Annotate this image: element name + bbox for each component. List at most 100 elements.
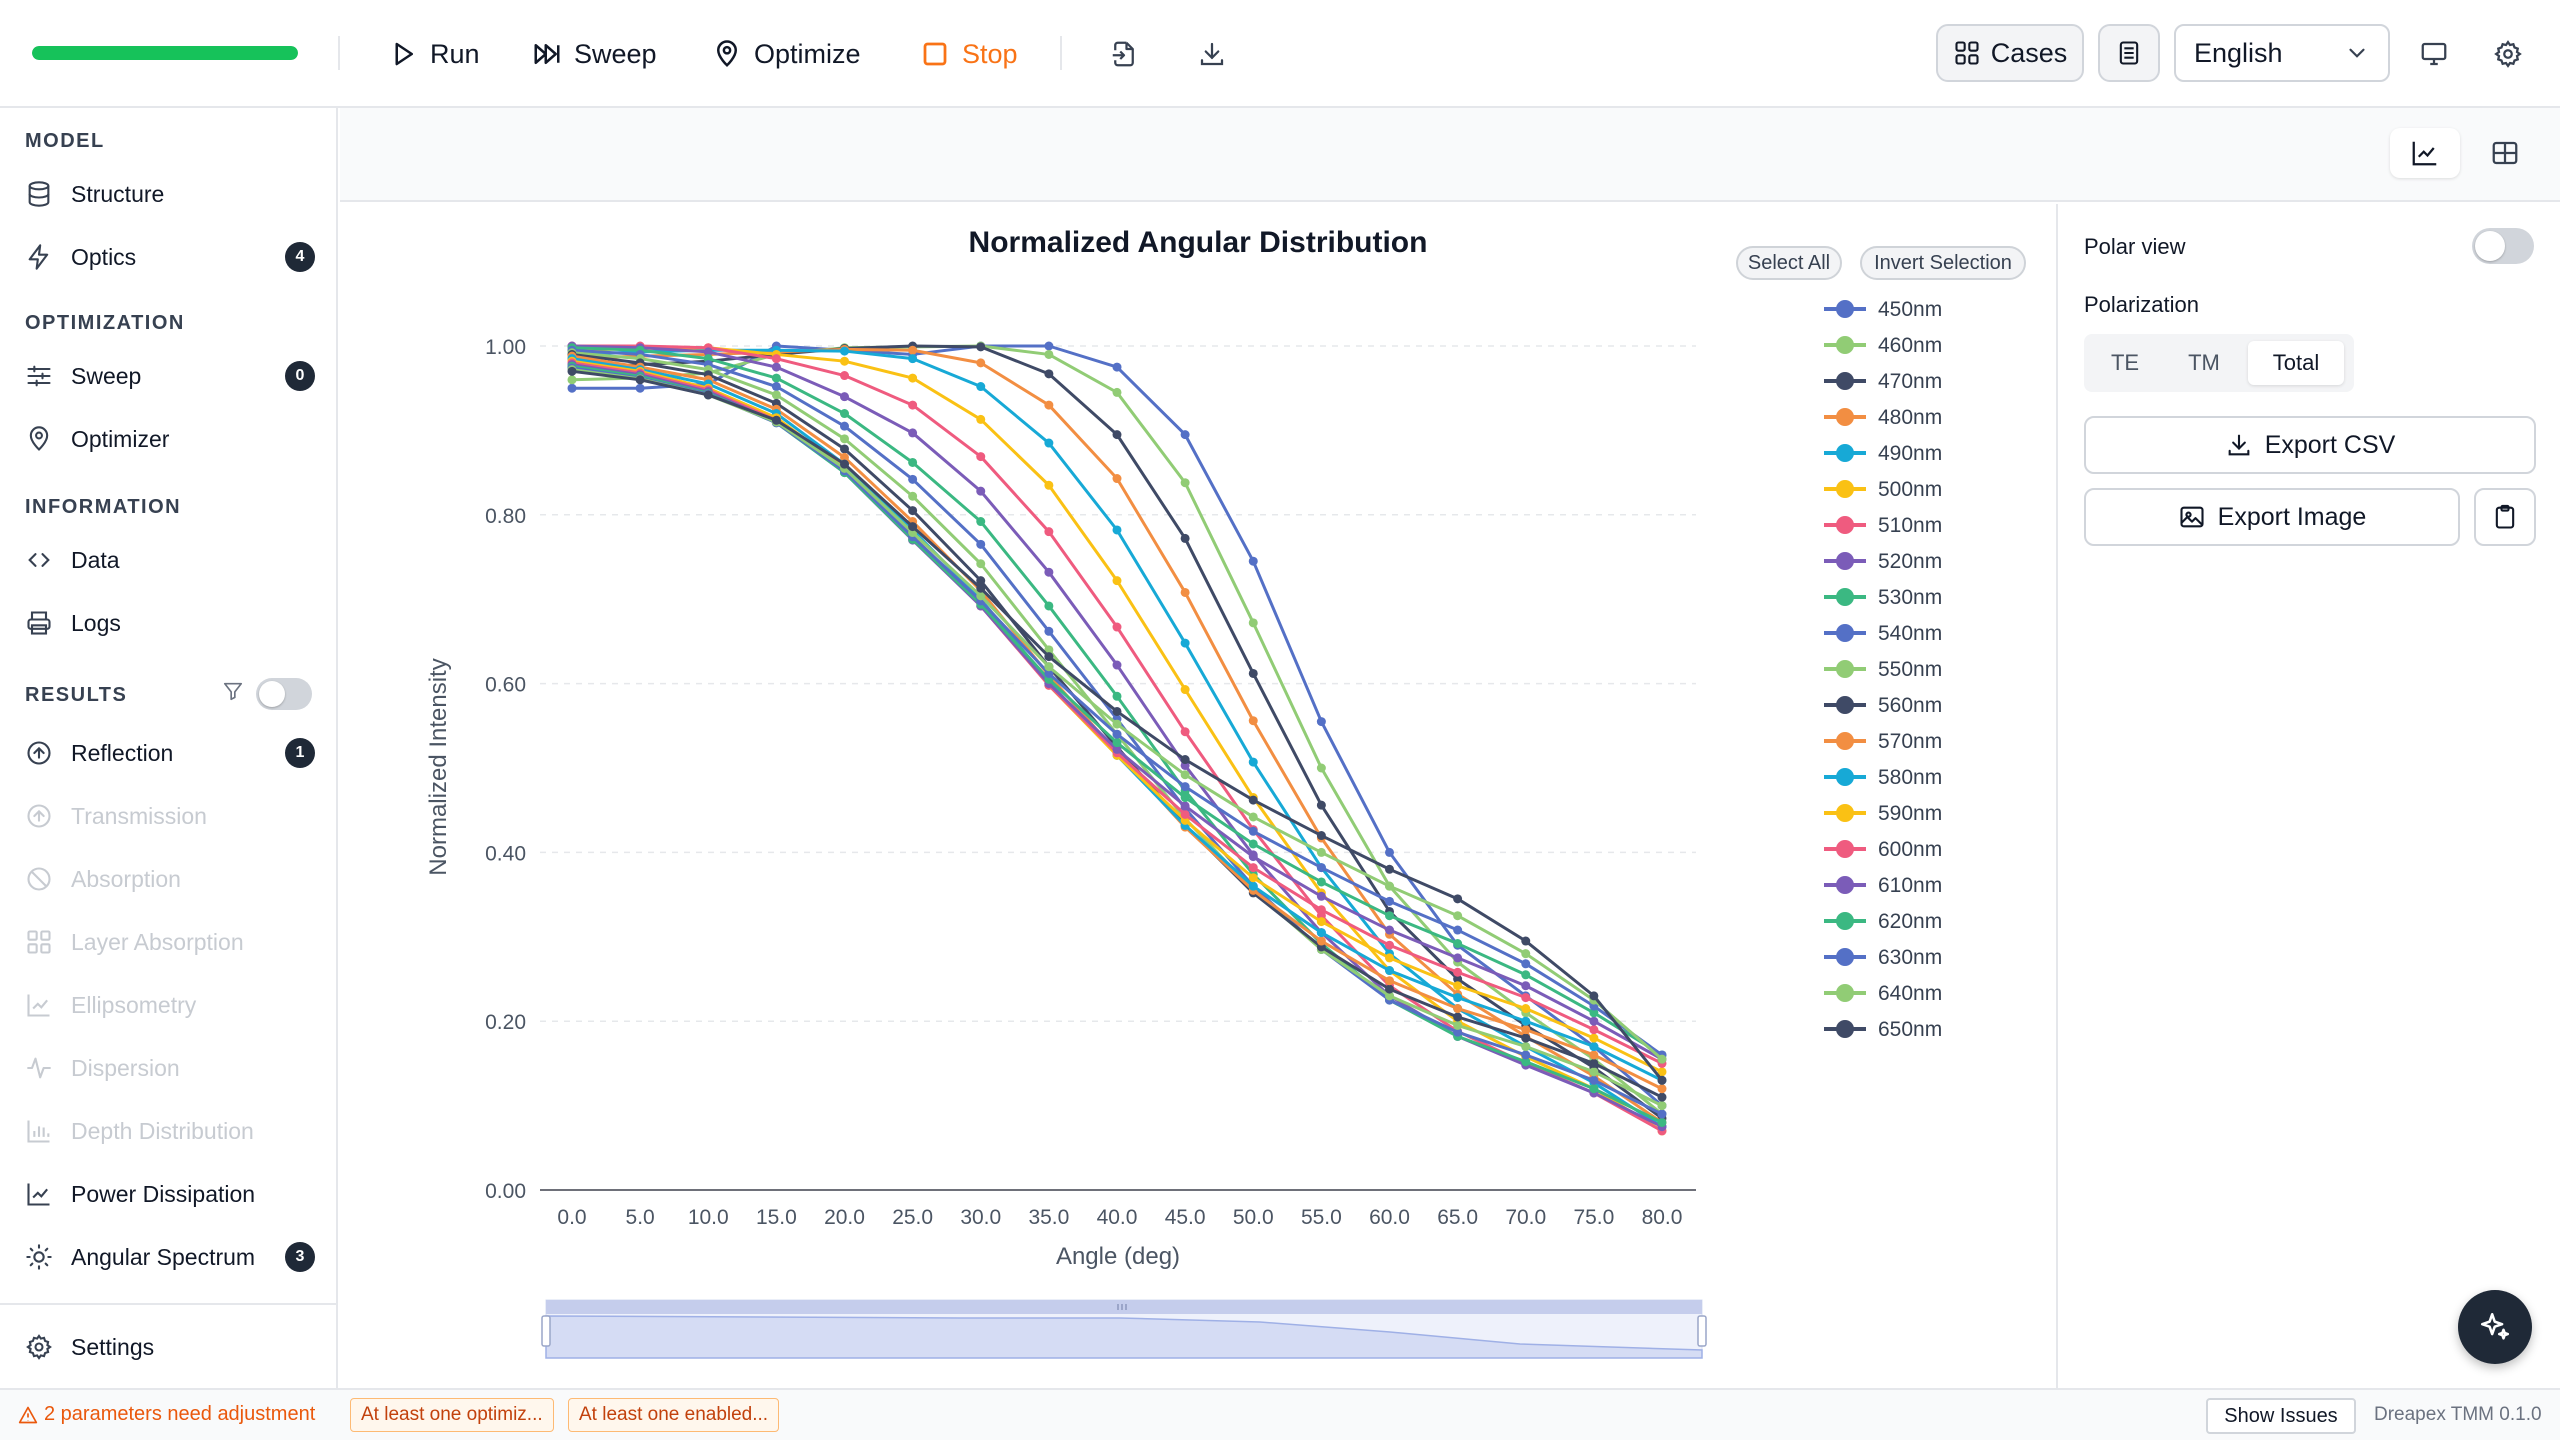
legend-item-530nm[interactable]: 530nm: [1824, 586, 1942, 609]
data-point[interactable]: [1044, 662, 1054, 672]
data-point[interactable]: [1248, 668, 1258, 678]
data-point[interactable]: [1044, 480, 1054, 490]
data-point[interactable]: [1316, 831, 1326, 841]
data-point[interactable]: [1453, 894, 1463, 904]
data-point[interactable]: [1316, 917, 1326, 927]
data-point[interactable]: [1521, 959, 1531, 969]
angular-distribution-chart[interactable]: Normalized Angular Distribution 0.00 0.20…: [340, 204, 2054, 1388]
data-point[interactable]: [1589, 991, 1599, 1001]
data-point[interactable]: [1112, 738, 1122, 748]
data-point[interactable]: [976, 517, 986, 527]
sidebar-item-absorption[interactable]: Absorption: [25, 857, 315, 901]
data-point[interactable]: [908, 457, 918, 467]
data-point[interactable]: [771, 415, 781, 425]
data-point[interactable]: [1521, 1042, 1531, 1052]
data-point[interactable]: [771, 390, 781, 400]
data-point[interactable]: [840, 434, 849, 444]
data-point[interactable]: [1112, 576, 1122, 586]
import-button[interactable]: [1104, 34, 1144, 74]
data-point[interactable]: [703, 347, 713, 357]
sidebar-item-logs[interactable]: Logs: [25, 601, 315, 645]
data-point[interactable]: [1248, 826, 1258, 836]
zoom-handle-right[interactable]: [1697, 1315, 1707, 1347]
data-point[interactable]: [635, 383, 645, 393]
table-view-button[interactable]: [2470, 128, 2540, 178]
data-point[interactable]: [976, 486, 986, 496]
zoom-handle-left[interactable]: [541, 1315, 551, 1347]
data-point[interactable]: [1521, 981, 1531, 991]
data-point[interactable]: [976, 591, 986, 601]
legend-item-610nm[interactable]: 610nm: [1824, 874, 1942, 897]
legend-item-630nm[interactable]: 630nm: [1824, 946, 1942, 969]
data-point[interactable]: [1657, 1075, 1667, 1085]
data-point[interactable]: [1521, 970, 1531, 980]
data-point[interactable]: [1521, 949, 1531, 959]
sidebar-item-ellipsometry[interactable]: Ellipsometry: [25, 983, 315, 1027]
data-point[interactable]: [1248, 795, 1258, 805]
data-point[interactable]: [908, 522, 918, 532]
data-point[interactable]: [1385, 881, 1394, 891]
data-point[interactable]: [840, 452, 849, 462]
data-point[interactable]: [1453, 967, 1463, 977]
data-point[interactable]: [1112, 430, 1122, 440]
data-point[interactable]: [1521, 1004, 1531, 1014]
data-point[interactable]: [635, 375, 645, 385]
data-point[interactable]: [1044, 567, 1054, 577]
data-point[interactable]: [976, 382, 986, 392]
data-point[interactable]: [1248, 757, 1258, 767]
data-point[interactable]: [908, 354, 918, 364]
show-issues-button[interactable]: Show Issues: [2206, 1398, 2356, 1434]
data-point[interactable]: [567, 375, 577, 385]
legend-item-500nm[interactable]: 500nm: [1824, 478, 1942, 501]
data-point[interactable]: [1316, 928, 1326, 938]
data-point[interactable]: [1589, 1084, 1599, 1094]
legend-item-650nm[interactable]: 650nm: [1824, 1018, 1942, 1041]
data-point[interactable]: [1112, 691, 1122, 701]
data-point[interactable]: [1453, 974, 1463, 984]
data-point[interactable]: [1385, 953, 1394, 963]
data-point[interactable]: [1453, 939, 1463, 949]
sidebar-item-angular-spectrum[interactable]: Angular Spectrum 3: [25, 1235, 315, 1279]
data-point[interactable]: [567, 383, 577, 393]
data-point[interactable]: [1385, 911, 1394, 921]
data-point[interactable]: [1657, 1067, 1667, 1077]
data-point[interactable]: [1248, 839, 1258, 849]
data-point[interactable]: [976, 576, 986, 586]
data-point[interactable]: [840, 346, 849, 356]
polar-view-toggle[interactable]: [2472, 228, 2534, 264]
data-point[interactable]: [1657, 1117, 1667, 1127]
data-point[interactable]: [1248, 812, 1258, 822]
data-point[interactable]: [1112, 706, 1122, 716]
legend-item-600nm[interactable]: 600nm: [1824, 838, 1942, 861]
data-point[interactable]: [1453, 981, 1463, 991]
issue-chip[interactable]: At least one enabled...: [568, 1398, 780, 1432]
data-point[interactable]: [1453, 1027, 1463, 1037]
data-point[interactable]: [1589, 1067, 1599, 1077]
invert-selection-button[interactable]: Invert Selection: [1860, 246, 2026, 280]
data-point[interactable]: [1385, 991, 1394, 1001]
legend-item-550nm[interactable]: 550nm: [1824, 658, 1942, 681]
data-point[interactable]: [908, 400, 918, 410]
data-point[interactable]: [1044, 438, 1054, 448]
data-point[interactable]: [908, 506, 918, 516]
legend-item-460nm[interactable]: 460nm: [1824, 334, 1942, 357]
data-point[interactable]: [1657, 1084, 1667, 1094]
data-point[interactable]: [1248, 863, 1258, 873]
data-point[interactable]: [567, 366, 577, 376]
sidebar-item-power-dissipation[interactable]: Power Dissipation: [25, 1172, 315, 1216]
data-point[interactable]: [976, 583, 986, 593]
data-point[interactable]: [1112, 660, 1122, 670]
data-point[interactable]: [1657, 1109, 1667, 1119]
cases-button[interactable]: Cases: [1936, 24, 2084, 82]
run-button[interactable]: Run: [388, 30, 480, 78]
data-point[interactable]: [1385, 864, 1394, 874]
sidebar-item-layer-absorption[interactable]: Layer Absorption: [25, 920, 315, 964]
data-point[interactable]: [1453, 925, 1463, 935]
legend-item-510nm[interactable]: 510nm: [1824, 514, 1942, 537]
data-point[interactable]: [1112, 474, 1122, 484]
data-point[interactable]: [1453, 911, 1463, 921]
legend-item-640nm[interactable]: 640nm: [1824, 982, 1942, 1005]
legend-item-470nm[interactable]: 470nm: [1824, 370, 1942, 393]
data-point[interactable]: [1385, 984, 1394, 994]
data-point[interactable]: [1589, 1075, 1599, 1085]
